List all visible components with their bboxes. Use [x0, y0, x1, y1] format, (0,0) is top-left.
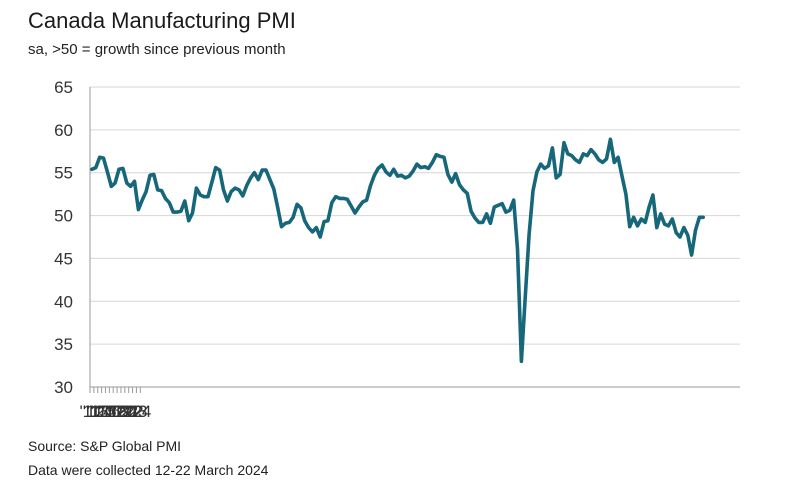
- x-tick-label: '18: [106, 402, 128, 421]
- y-tick-label: 45: [54, 249, 73, 268]
- x-tick-label: '11: [80, 402, 101, 421]
- chart-title: Canada Manufacturing PMI: [28, 8, 296, 33]
- y-tick-label: 35: [54, 335, 73, 354]
- y-tick-label: 55: [54, 164, 73, 183]
- y-tick-label: 40: [54, 292, 73, 311]
- x-axis: '11'12'13'14'15'16'17'18'19'20'21'22'23'…: [80, 87, 740, 421]
- source-note: Source: S&P Global PMI: [28, 438, 182, 454]
- x-tick-label: '15: [94, 402, 116, 421]
- x-tick-label: '17: [102, 402, 124, 421]
- collection-note: Data were collected 12-22 March 2024: [28, 462, 269, 478]
- x-tick-label: '24: [129, 402, 151, 421]
- x-tick-label: '13: [87, 402, 109, 421]
- y-axis-ticks: 30 35 40 45 50 55 60 65: [54, 78, 73, 397]
- y-tick-label: 50: [54, 207, 73, 226]
- x-tick-label: '14: [91, 402, 113, 421]
- y-tick-label: 60: [54, 121, 73, 140]
- pmi-line-chart: 30 35 40 45 50 55 60 65 '11'12'13'14'15'16'17'1…: [54, 78, 740, 421]
- gridlines: [90, 86, 740, 345]
- pmi-series-line: [90, 137, 706, 364]
- x-tick-label: '12: [83, 402, 105, 421]
- x-tick-label: '22: [121, 402, 143, 421]
- y-tick-label: 65: [54, 78, 73, 97]
- y-tick-label: 30: [54, 378, 73, 397]
- x-tick-label: '20: [114, 402, 136, 421]
- x-tick-label: '23: [125, 402, 147, 421]
- chart-subtitle: sa, >50 = growth since previous month: [28, 41, 286, 58]
- x-tick-label: '19: [110, 402, 132, 421]
- series-layer: [90, 137, 706, 364]
- x-tick-label: '16: [98, 402, 120, 421]
- x-tick-label: '21: [118, 402, 140, 421]
